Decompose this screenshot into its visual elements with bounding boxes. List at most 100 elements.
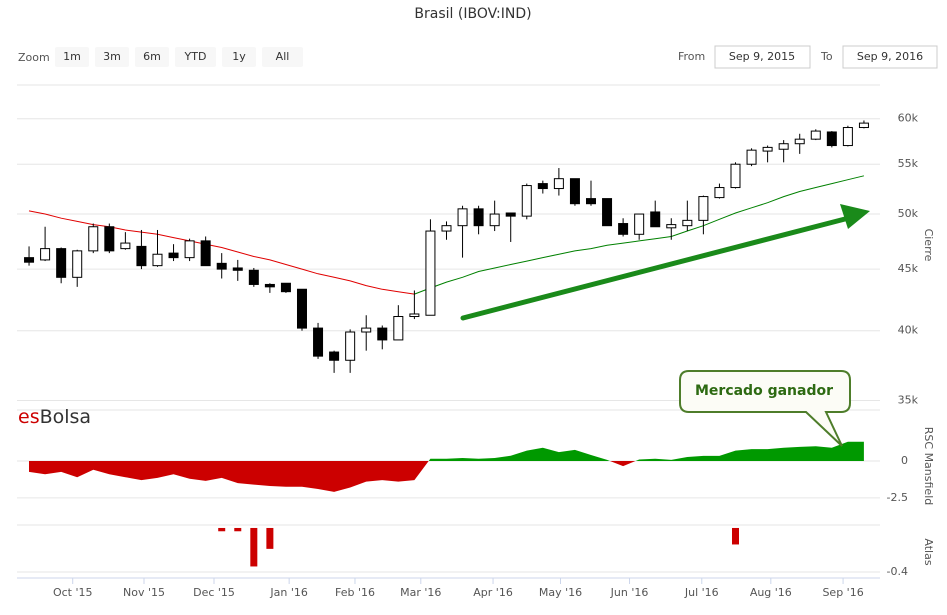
candle-body xyxy=(40,248,51,261)
pane-label: Atlas xyxy=(922,538,935,565)
rsc-area-negative xyxy=(29,460,864,492)
candle-body xyxy=(361,327,372,333)
candle-body xyxy=(634,213,645,235)
zoom-button[interactable] xyxy=(55,47,89,67)
trend-arrowhead xyxy=(840,204,870,229)
candle-body xyxy=(473,208,484,227)
candle-body xyxy=(24,257,35,263)
zoom-button-label[interactable]: YTD xyxy=(184,50,207,63)
zoom-button-label[interactable]: All xyxy=(276,50,290,63)
x-tick-label: Jun '16 xyxy=(610,586,649,599)
candle-body xyxy=(746,149,757,165)
y-tick-label: -0.4 xyxy=(887,565,908,578)
to-input[interactable] xyxy=(842,45,938,69)
candle-body xyxy=(842,127,853,147)
candle-body xyxy=(521,185,532,217)
candle-body xyxy=(393,316,404,341)
zoom-label: Zoom xyxy=(18,51,50,64)
candle-body xyxy=(168,252,179,259)
x-tick-label: Oct '15 xyxy=(53,586,93,599)
chart-title: Brasil (IBOV:IND) xyxy=(414,6,531,22)
zoom-button-label[interactable]: 6m xyxy=(143,50,161,63)
x-tick-label: Mar '16 xyxy=(400,586,441,599)
from-input[interactable] xyxy=(714,45,811,69)
to-label: To xyxy=(820,50,833,63)
zoom-button[interactable] xyxy=(175,47,216,67)
logo-name: Bolsa xyxy=(40,406,91,428)
y-tick-label: 0 xyxy=(901,454,908,467)
zoom-button-label[interactable]: 3m xyxy=(103,50,121,63)
candle-body xyxy=(537,183,548,190)
candle-body xyxy=(698,196,709,221)
candle-body xyxy=(569,178,580,205)
x-tick-label: Apr '16 xyxy=(473,586,513,599)
candle-body xyxy=(810,130,821,140)
y-tick-label: 50k xyxy=(898,207,919,220)
x-tick-label: Nov '15 xyxy=(123,586,165,599)
candle-body xyxy=(778,143,789,150)
candle-body xyxy=(585,198,596,205)
pane-label: Cierre xyxy=(922,229,935,262)
candle-body xyxy=(200,240,211,267)
x-tick-label: Dec '15 xyxy=(193,586,235,599)
bar xyxy=(731,527,739,545)
candle-body xyxy=(248,269,259,285)
logo: esBolsa xyxy=(18,406,91,428)
bar xyxy=(218,527,226,532)
candle-body xyxy=(377,327,388,341)
candle-body xyxy=(296,288,307,329)
to-date[interactable]: Sep 9, 2016 xyxy=(857,50,923,63)
bar xyxy=(250,527,258,567)
zoom-button[interactable] xyxy=(222,47,256,67)
zoom-button[interactable] xyxy=(135,47,169,67)
candle-body xyxy=(682,219,693,227)
y-tick-label: 40k xyxy=(898,324,919,337)
bar xyxy=(266,527,274,549)
candle-body xyxy=(56,248,67,278)
y-tick-label: -2.5 xyxy=(887,491,908,504)
candle-body xyxy=(264,283,275,288)
candle-body xyxy=(184,240,195,259)
from-date[interactable]: Sep 9, 2015 xyxy=(729,50,795,63)
candle-body xyxy=(602,198,613,227)
zoom-button-label[interactable]: 1m xyxy=(63,50,81,63)
candle-body xyxy=(329,351,340,361)
candle-body xyxy=(216,262,227,270)
zoom-button-label[interactable]: 1y xyxy=(232,50,246,63)
candle-body xyxy=(136,245,147,267)
x-tick-label: Aug '16 xyxy=(750,586,792,599)
y-tick-label: 55k xyxy=(898,157,919,170)
candle-body xyxy=(313,327,324,357)
candle-body xyxy=(618,223,629,235)
x-tick-label: Sep '16 xyxy=(822,586,863,599)
x-tick-label: Jan '16 xyxy=(269,586,307,599)
rsc-area-positive xyxy=(428,441,864,461)
candle-body xyxy=(505,212,516,217)
moving-average xyxy=(28,210,415,295)
zoom-button[interactable] xyxy=(95,47,129,67)
candle-body xyxy=(120,242,131,250)
candle-body xyxy=(152,253,163,267)
callout-text: Mercado ganador xyxy=(695,383,833,399)
y-tick-label: 60k xyxy=(898,112,919,125)
candle-body xyxy=(409,313,420,318)
candle-body xyxy=(457,208,468,227)
candle-body xyxy=(794,138,805,145)
candle-body xyxy=(826,131,837,147)
candle-body xyxy=(730,163,741,189)
candle-body xyxy=(425,230,436,316)
candle-body xyxy=(441,225,452,232)
y-tick-label: 45k xyxy=(898,262,919,275)
x-tick-label: Jul '16 xyxy=(684,586,719,599)
candle-body xyxy=(88,226,99,252)
x-tick-label: Feb '16 xyxy=(335,586,375,599)
zoom-button[interactable] xyxy=(262,47,303,67)
candle-body xyxy=(280,282,291,293)
candle-body xyxy=(232,267,243,271)
callout xyxy=(679,370,851,447)
moving-average xyxy=(414,175,865,295)
candle-body xyxy=(489,213,500,227)
bar xyxy=(234,527,242,532)
candle-body xyxy=(858,122,869,129)
pane-label: RSC Mansfield xyxy=(922,427,935,505)
